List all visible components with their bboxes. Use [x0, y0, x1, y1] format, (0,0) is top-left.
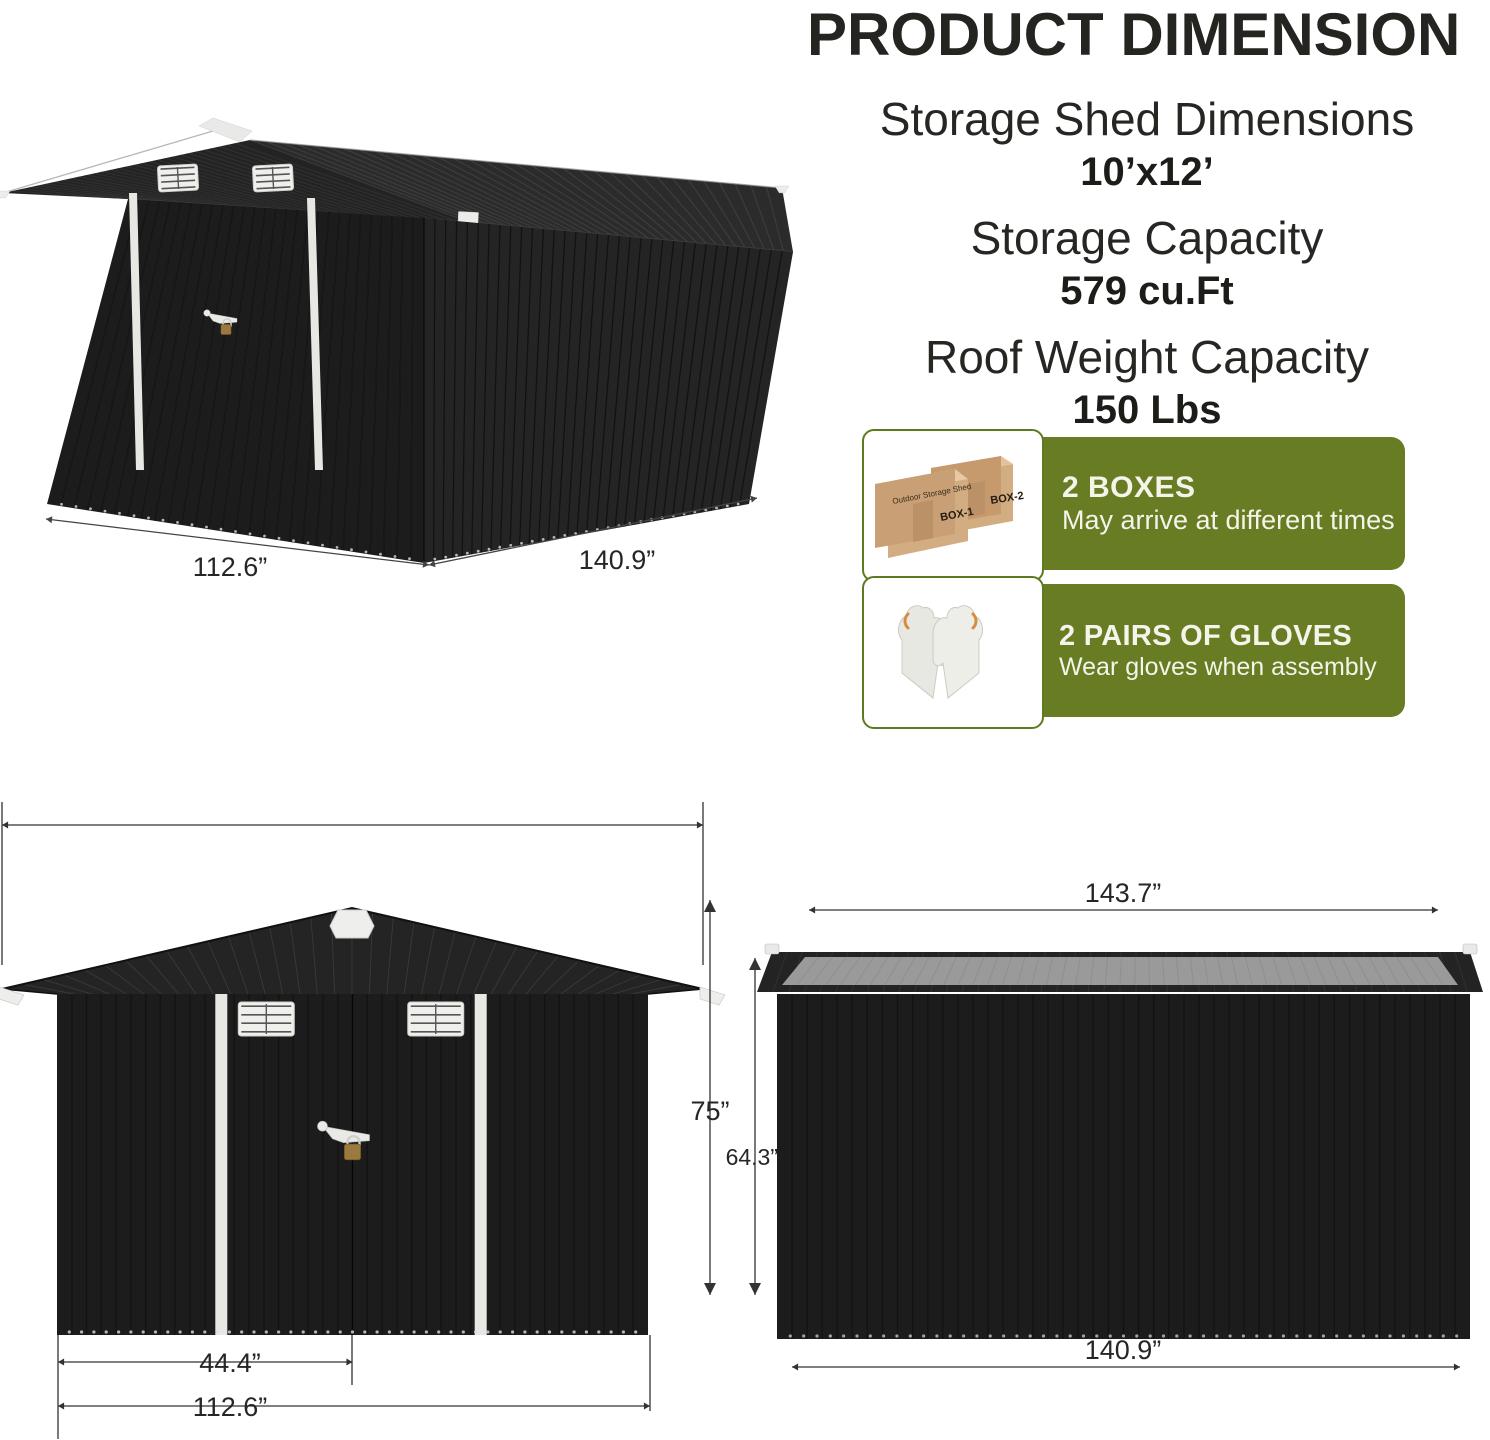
svg-text:143.7”: 143.7” — [1085, 878, 1162, 908]
svg-text:112.6”: 112.6” — [193, 552, 268, 582]
svg-text:140.9”: 140.9” — [579, 545, 656, 575]
svg-text:44.4”: 44.4” — [199, 1348, 261, 1378]
svg-text:112.6”: 112.6” — [193, 1392, 268, 1422]
svg-text:75”: 75” — [690, 1096, 729, 1126]
svg-text:140.9”: 140.9” — [1085, 1335, 1162, 1365]
svg-text:64.3”: 64.3” — [726, 1144, 778, 1170]
